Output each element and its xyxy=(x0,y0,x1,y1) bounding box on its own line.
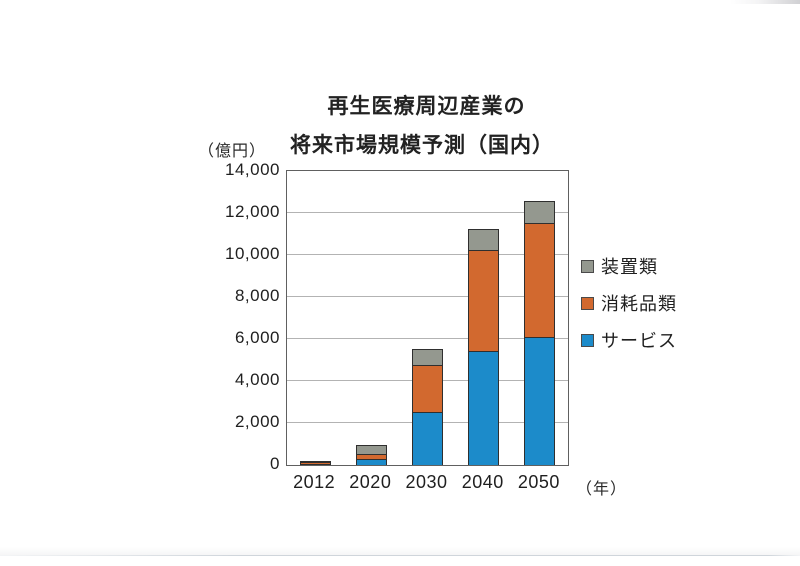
gridline xyxy=(287,254,568,255)
bar-segment-消耗品類 xyxy=(411,365,443,412)
y-tick-label: 0 xyxy=(270,454,280,473)
bar-segment-サービス xyxy=(411,412,443,465)
chart-title-line2: 将来市場規模予測（国内） xyxy=(290,134,554,157)
bar-2030 xyxy=(411,349,443,465)
chart-title-line1: 再生医療周辺産業の xyxy=(327,95,526,118)
x-tick-label: 2050 xyxy=(517,472,560,492)
y-tick-label: 6,000 xyxy=(234,328,280,347)
bar-segment-消耗品類 xyxy=(355,454,387,459)
bar-segment-装置類 xyxy=(468,229,500,250)
y-axis-labels: 14,000 12,000 10,000 8,000 6,000 4,000 2,000 0 xyxy=(160,160,280,473)
legend-label: サービス xyxy=(601,331,677,351)
bar-segment-サービス xyxy=(468,351,500,465)
y-tick-label: 4,000 xyxy=(234,370,280,389)
legend-item-消耗品類: 消耗品類 xyxy=(581,290,677,316)
bar-segment-サービス xyxy=(524,337,556,465)
x-tick-label: 2020 xyxy=(349,472,392,492)
legend-item-サービス: サービス xyxy=(581,327,677,353)
gridline xyxy=(287,296,568,297)
legend-swatch-icon xyxy=(581,296,594,310)
x-tick-label: 2012 xyxy=(293,472,336,492)
gridline xyxy=(287,338,568,339)
y-tick-label: 2,000 xyxy=(234,412,280,431)
bar-segment-装置類 xyxy=(355,445,387,454)
y-axis-unit-label: （億円） xyxy=(198,143,267,160)
bar-segment-装置類 xyxy=(411,349,443,365)
bar-2050 xyxy=(524,201,556,465)
bar-segment-装置類 xyxy=(299,461,331,462)
plot-area xyxy=(286,170,569,466)
scan-artifact-bottom-line xyxy=(0,555,800,556)
legend-swatch-icon xyxy=(581,259,594,273)
x-tick-label: 2030 xyxy=(405,472,448,492)
bar-segment-消耗品類 xyxy=(468,250,500,351)
y-tick-label: 8,000 xyxy=(234,286,280,305)
legend-item-装置類: 装置類 xyxy=(581,253,677,279)
bar-segment-消耗品類 xyxy=(299,462,331,464)
x-tick-label: 2040 xyxy=(461,472,504,492)
bar-segment-装置類 xyxy=(524,201,556,223)
bar-segment-サービス xyxy=(355,459,387,465)
x-axis-unit-label: （年） xyxy=(576,481,628,498)
legend: 装置類消耗品類サービス xyxy=(581,253,677,353)
bar-2012 xyxy=(299,461,331,465)
legend-label: 装置類 xyxy=(601,257,658,277)
bar-2020 xyxy=(355,445,387,465)
bar-segment-サービス xyxy=(299,464,331,465)
scan-artifact-bottom-smudge xyxy=(0,547,800,555)
legend-label: 消耗品類 xyxy=(601,294,677,314)
bar-2040 xyxy=(468,229,500,465)
bar-segment-消耗品類 xyxy=(524,223,556,337)
scan-artifact-top-right xyxy=(730,0,800,4)
bars-container xyxy=(287,171,568,465)
y-tick-label: 10,000 xyxy=(225,244,280,263)
x-axis-labels: 2012 2020 2030 2040 2050 xyxy=(286,472,567,493)
y-tick-label: 14,000 xyxy=(225,160,280,179)
y-tick-label: 12,000 xyxy=(225,202,280,221)
gridline xyxy=(287,212,568,213)
legend-swatch-icon xyxy=(581,333,594,347)
